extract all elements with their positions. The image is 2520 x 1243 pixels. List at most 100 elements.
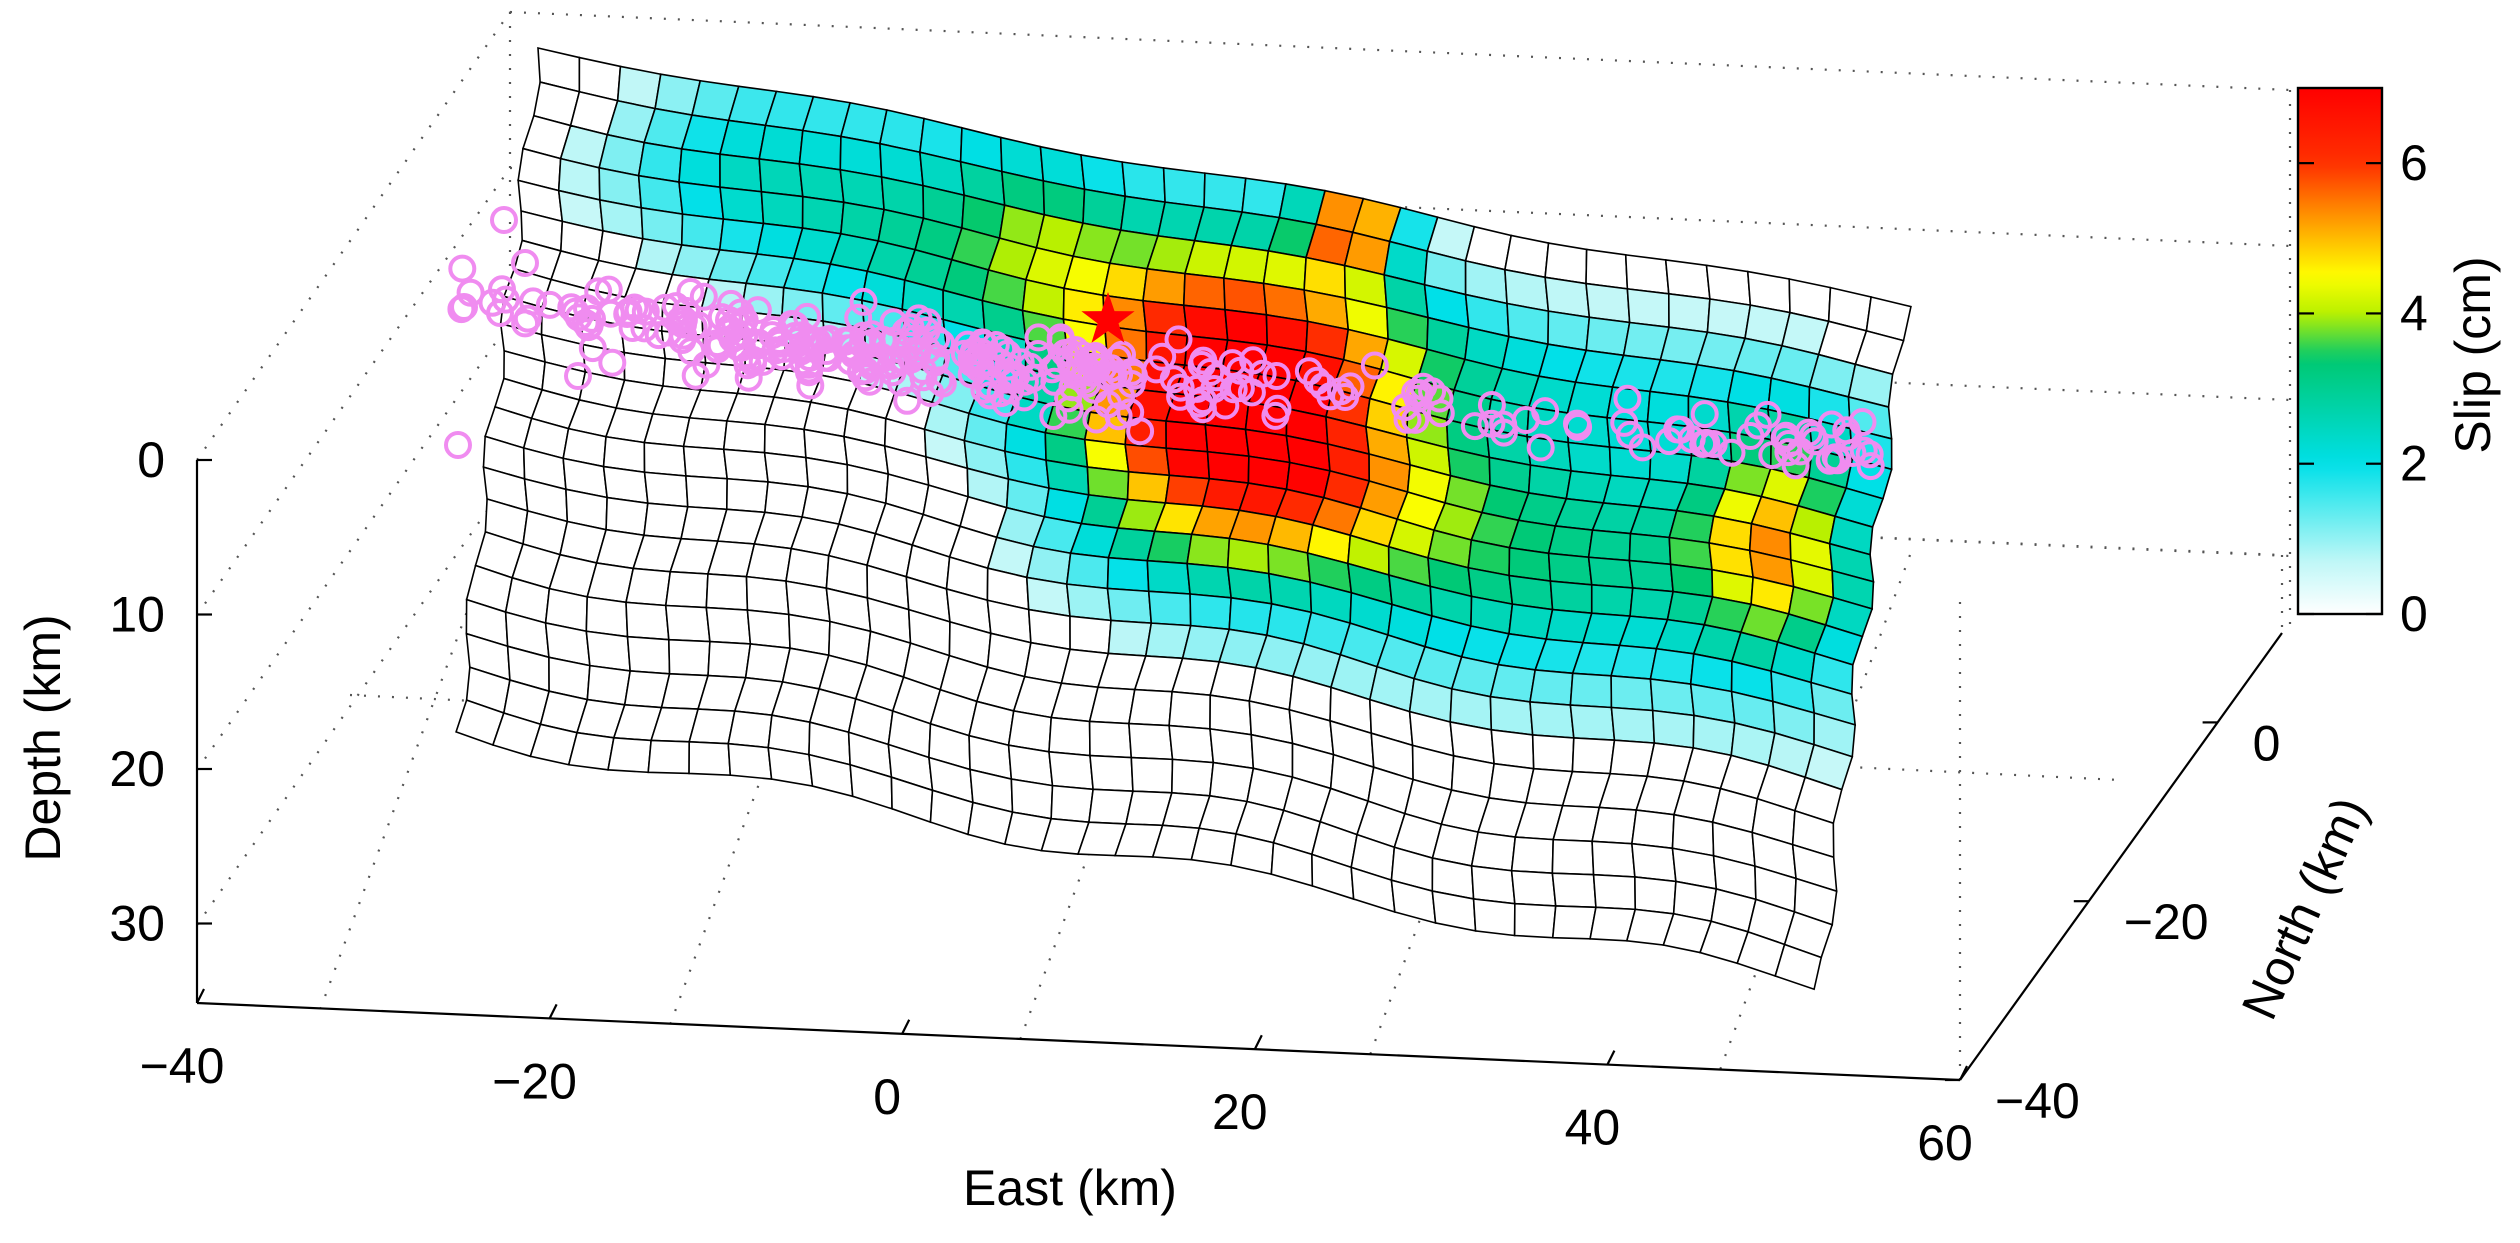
slip-cell bbox=[1106, 587, 1153, 624]
slip-cell bbox=[1551, 838, 1595, 876]
slip-cell bbox=[585, 630, 632, 672]
slip-cell bbox=[1088, 720, 1133, 759]
slip-cell bbox=[758, 124, 804, 165]
slip-cell bbox=[1624, 253, 1670, 295]
aftershock-circle bbox=[768, 342, 796, 371]
aftershock-circle bbox=[953, 330, 982, 359]
aftershock-circle bbox=[448, 254, 477, 283]
slip-cell bbox=[626, 635, 671, 675]
aftershock-circle bbox=[968, 328, 997, 357]
slip-cell bbox=[1069, 615, 1112, 655]
slip-cell bbox=[1127, 688, 1173, 727]
slip-cell bbox=[1489, 663, 1537, 703]
slip-cell bbox=[1089, 754, 1134, 792]
slip-cell bbox=[801, 195, 845, 235]
north-tick-label: 0 bbox=[2253, 715, 2281, 771]
slip-cell bbox=[722, 448, 769, 483]
slip-cell bbox=[1168, 690, 1212, 730]
colorbar-tick-label: 4 bbox=[2400, 285, 2428, 341]
slip-cell bbox=[1186, 562, 1233, 599]
aftershock-circle bbox=[486, 299, 514, 327]
aftershock-circle bbox=[450, 293, 478, 321]
slip-cell bbox=[1629, 587, 1675, 621]
aftershock-circle bbox=[490, 206, 518, 234]
slip-cell bbox=[1146, 559, 1191, 595]
slip-cell bbox=[625, 601, 670, 641]
aftershock-circle bbox=[1736, 422, 1765, 450]
east-tick bbox=[1959, 1065, 1968, 1081]
slip-cell bbox=[664, 604, 711, 643]
aftershock-circle bbox=[1183, 374, 1212, 403]
slip-cell bbox=[1571, 737, 1616, 775]
slip-cell bbox=[1165, 447, 1211, 480]
aftershock-circle bbox=[1531, 397, 1560, 426]
slip-cell bbox=[1189, 593, 1233, 631]
aftershock-circle bbox=[1855, 440, 1884, 469]
aftershock-circle bbox=[665, 306, 694, 335]
slip-cell bbox=[688, 740, 732, 777]
aftershock-circle bbox=[661, 292, 690, 321]
slip-cell bbox=[719, 153, 763, 193]
aftershock-circle bbox=[1117, 357, 1146, 386]
slip-cell bbox=[1634, 876, 1677, 915]
slip-cell bbox=[685, 475, 728, 511]
aftershock-markers bbox=[444, 206, 1885, 481]
east-tick bbox=[548, 1003, 558, 1019]
slip-cell bbox=[705, 606, 752, 645]
aftershock-circle bbox=[810, 326, 838, 355]
aftershock-circle bbox=[491, 285, 520, 314]
slip-cell bbox=[585, 595, 629, 638]
slip-cell bbox=[1531, 734, 1575, 773]
aftershock-circle bbox=[981, 331, 1010, 359]
slip-cell bbox=[1585, 282, 1631, 324]
slip-cell bbox=[678, 148, 721, 189]
aftershock-circle bbox=[1786, 437, 1815, 466]
aftershock-circle bbox=[1610, 408, 1639, 437]
aftershock-circle bbox=[1226, 374, 1255, 403]
aftershock-circle bbox=[855, 330, 884, 359]
slip-cell bbox=[1591, 840, 1636, 878]
axes bbox=[195, 460, 2283, 1082]
hypocenter-star bbox=[1081, 292, 1135, 343]
aftershock-circle bbox=[1331, 383, 1360, 411]
slip-cell bbox=[798, 129, 842, 171]
slip-cell bbox=[1222, 277, 1268, 316]
slip-cell bbox=[1510, 836, 1555, 875]
slip-cell bbox=[1706, 298, 1752, 340]
slip-cell bbox=[745, 575, 790, 616]
slip-cell bbox=[1508, 603, 1554, 641]
slip-cell bbox=[1547, 552, 1593, 586]
slip-cell bbox=[1171, 758, 1215, 797]
aftershock-circle bbox=[1082, 405, 1111, 434]
aftershock-circle bbox=[669, 310, 697, 339]
aftershock-circle bbox=[1078, 342, 1107, 371]
aftershock-circle bbox=[849, 287, 878, 316]
colorbar-tick-label: 6 bbox=[2400, 135, 2428, 191]
slip-cell bbox=[1610, 644, 1658, 680]
slip-cell bbox=[647, 739, 691, 775]
aftershock-circle bbox=[796, 371, 825, 400]
slip-cell bbox=[643, 441, 687, 477]
aftershock-circle bbox=[878, 358, 907, 387]
aftershock-circle bbox=[618, 314, 647, 342]
slip-cell bbox=[1065, 552, 1110, 590]
east-tick-label: −40 bbox=[140, 1038, 225, 1094]
aftershock-circle bbox=[1689, 430, 1718, 458]
slip-cell bbox=[1626, 287, 1670, 329]
aftershock-circle bbox=[730, 320, 759, 349]
slip-cell bbox=[1628, 532, 1672, 566]
slip-cell bbox=[1551, 905, 1597, 940]
slip-cell bbox=[1222, 244, 1270, 285]
aftershock-circle bbox=[1039, 402, 1068, 430]
slip-cell bbox=[1470, 831, 1517, 872]
aftershock-circle bbox=[1166, 382, 1195, 411]
slip-cell bbox=[1147, 590, 1192, 627]
aftershock-circle bbox=[928, 369, 957, 398]
aftershock-circle bbox=[739, 348, 768, 377]
aftershock-circle bbox=[1309, 372, 1337, 401]
fault-slip-mesh bbox=[455, 46, 1912, 991]
aftershock-circle bbox=[990, 365, 1018, 394]
depth-axis-title: Depth (km) bbox=[15, 614, 71, 861]
aftershock-circle bbox=[644, 321, 673, 350]
